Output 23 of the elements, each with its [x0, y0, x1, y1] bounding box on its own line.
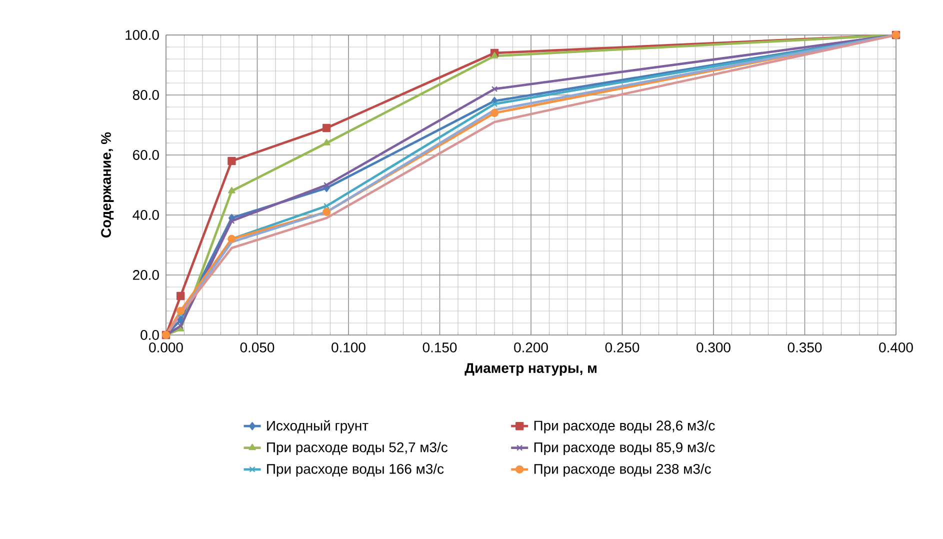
x-tick-label: 0.300	[696, 342, 730, 352]
y-tick-label: 20.0	[133, 270, 159, 280]
x-tick-label: 0.200	[514, 342, 548, 352]
y-tick-label: 60.0	[133, 150, 159, 160]
x-tick-label: 0.100	[332, 342, 366, 352]
x-tick-label: 0.250	[605, 342, 640, 352]
y-axis-title: Содержание, %	[101, 132, 114, 238]
legend-label: При расходе воды 52,7 м3/с	[267, 442, 448, 456]
legend-label: При расходе воды 166 м3/с	[267, 464, 444, 477]
x-tick-label: 0.150	[422, 342, 457, 352]
x-axis-title: Диаметр натуры, м	[464, 363, 596, 376]
x-tick-label: 0.350	[788, 342, 822, 352]
x-tick-label: 0.400	[879, 342, 913, 352]
y-tick-label: 40.0	[132, 210, 159, 220]
y-tick-label: 0.0	[140, 330, 159, 340]
x-tick-label: 0.050	[240, 342, 274, 352]
y-tick-label: 100.0	[126, 30, 159, 40]
legend-label: При расходе воды 238 м3/с	[534, 464, 711, 477]
legend-label: Исходный грунт	[267, 420, 368, 434]
legend-label: При расходе воды 28,6 м3/с	[534, 420, 715, 434]
x-tick-label: 0.000	[149, 342, 183, 352]
legend-label: При расходе воды 85,9 м3/с	[534, 442, 715, 456]
y-tick-label: 80.0	[132, 90, 159, 100]
